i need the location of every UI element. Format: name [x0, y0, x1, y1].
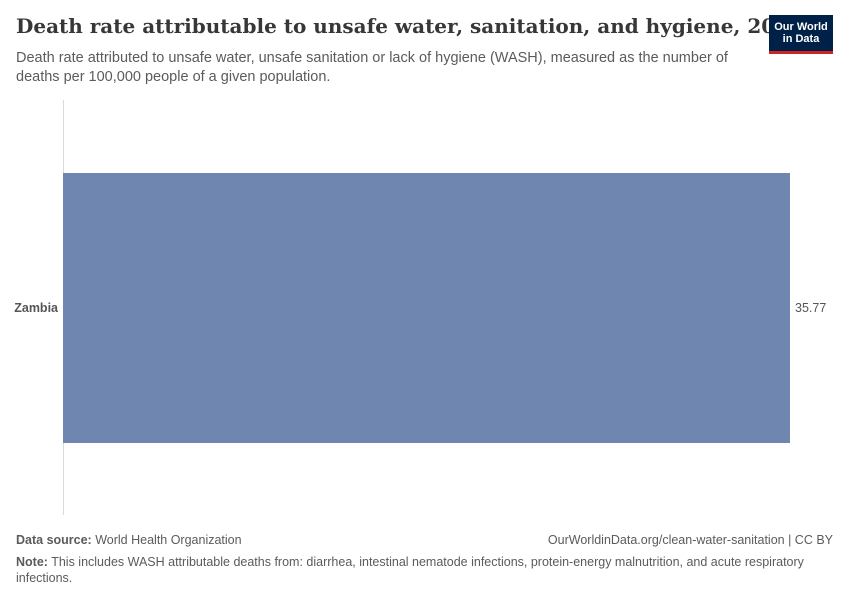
- category-label: Zambia: [14, 301, 59, 315]
- note-text: This includes WASH attributable deaths f…: [16, 555, 804, 585]
- chart-note: Note: This includes WASH attributable de…: [16, 554, 816, 586]
- data-source-link[interactable]: World Health Organization: [95, 533, 242, 547]
- chart-title: Death rate attributable to unsafe water,…: [16, 14, 804, 38]
- logo-line-2: in Data: [782, 33, 820, 45]
- owid-logo[interactable]: Our World in Data: [769, 15, 833, 54]
- note-label: Note:: [16, 555, 48, 569]
- source-url[interactable]: OurWorldinData.org/clean-water-sanitatio…: [547, 533, 833, 547]
- bar-chart: Zambia 35.77: [14, 100, 826, 515]
- logo-line-1: Our World: [774, 21, 828, 33]
- bar-zambia[interactable]: [63, 173, 790, 443]
- value-label: 35.77: [795, 301, 826, 315]
- data-source: Data source: World Health Organization: [16, 533, 242, 547]
- data-source-label: Data source:: [16, 533, 92, 547]
- chart-subtitle: Death rate attributed to unsafe water, u…: [16, 50, 728, 85]
